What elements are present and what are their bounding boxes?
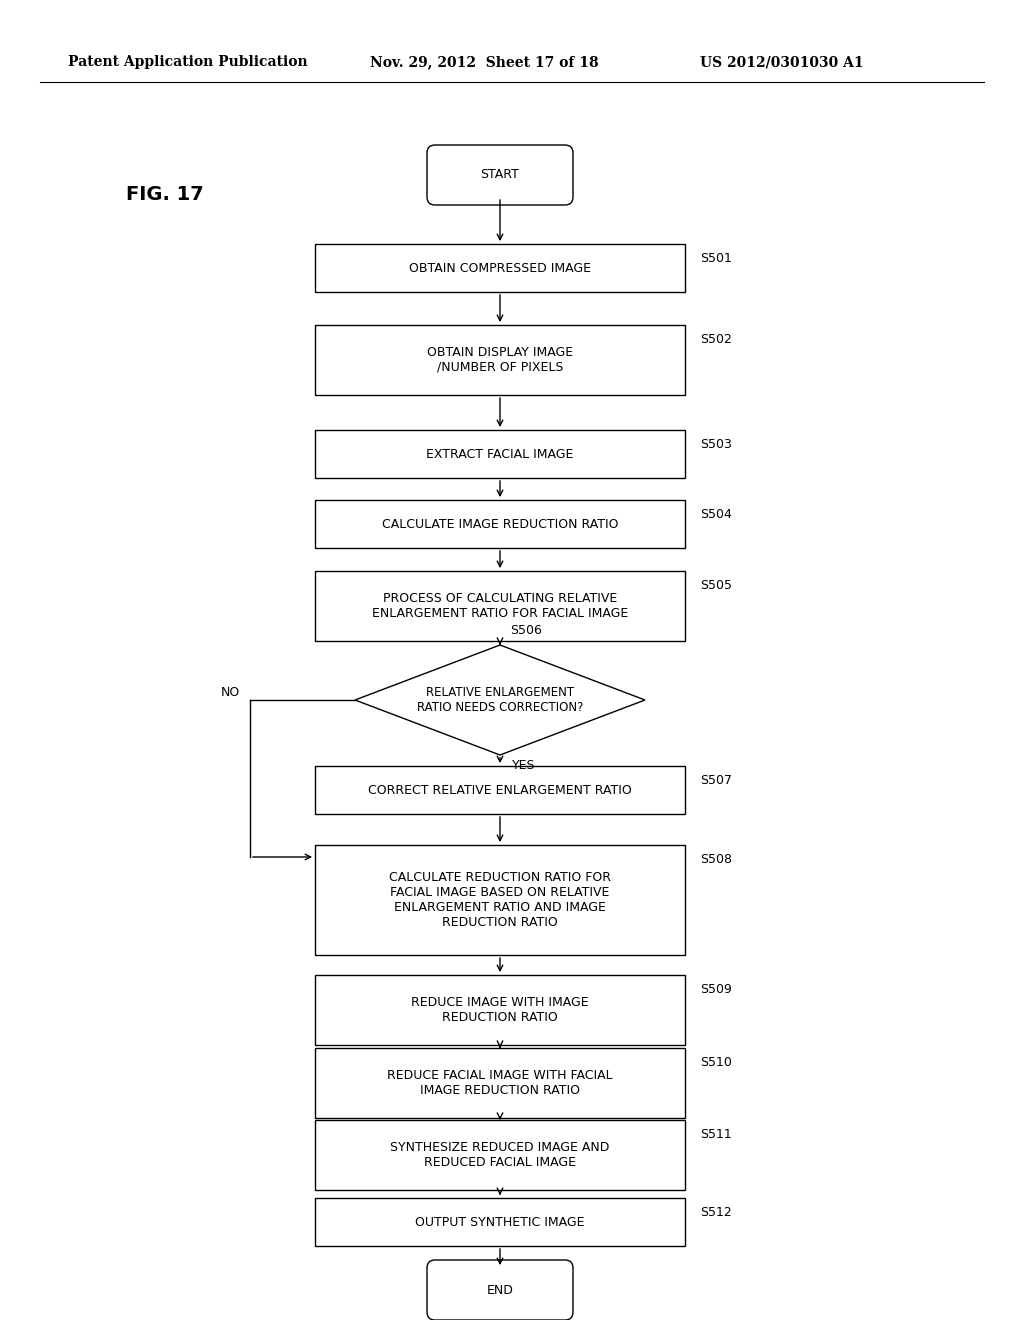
Text: REDUCE FACIAL IMAGE WITH FACIAL
IMAGE REDUCTION RATIO: REDUCE FACIAL IMAGE WITH FACIAL IMAGE RE…: [387, 1069, 612, 1097]
Text: START: START: [480, 169, 519, 181]
Text: S504: S504: [700, 508, 732, 521]
Text: S506: S506: [510, 624, 542, 638]
Bar: [315, 975, 685, 1045]
Text: S509: S509: [700, 983, 732, 997]
Text: OBTAIN COMPRESSED IMAGE: OBTAIN COMPRESSED IMAGE: [409, 261, 591, 275]
Text: RELATIVE ENLARGEMENT
RATIO NEEDS CORRECTION?: RELATIVE ENLARGEMENT RATIO NEEDS CORRECT…: [417, 686, 584, 714]
Text: CALCULATE IMAGE REDUCTION RATIO: CALCULATE IMAGE REDUCTION RATIO: [382, 517, 618, 531]
Text: REDUCE IMAGE WITH IMAGE
REDUCTION RATIO: REDUCE IMAGE WITH IMAGE REDUCTION RATIO: [412, 997, 589, 1024]
Text: OUTPUT SYNTHETIC IMAGE: OUTPUT SYNTHETIC IMAGE: [416, 1216, 585, 1229]
Text: S512: S512: [700, 1206, 732, 1218]
Bar: [315, 1048, 685, 1118]
Bar: [315, 1119, 685, 1191]
Text: US 2012/0301030 A1: US 2012/0301030 A1: [700, 55, 863, 69]
Text: EXTRACT FACIAL IMAGE: EXTRACT FACIAL IMAGE: [426, 447, 573, 461]
Text: S510: S510: [700, 1056, 732, 1069]
Text: S511: S511: [700, 1129, 732, 1140]
Bar: [315, 244, 685, 292]
Text: S502: S502: [700, 333, 732, 346]
Text: CORRECT RELATIVE ENLARGEMENT RATIO: CORRECT RELATIVE ENLARGEMENT RATIO: [368, 784, 632, 796]
Bar: [315, 572, 685, 642]
FancyBboxPatch shape: [427, 145, 573, 205]
Text: Patent Application Publication: Patent Application Publication: [68, 55, 307, 69]
Text: SYNTHESIZE REDUCED IMAGE AND
REDUCED FACIAL IMAGE: SYNTHESIZE REDUCED IMAGE AND REDUCED FAC…: [390, 1140, 609, 1170]
Bar: [315, 500, 685, 548]
FancyBboxPatch shape: [427, 1261, 573, 1320]
Bar: [315, 430, 685, 478]
Text: OBTAIN DISPLAY IMAGE
/NUMBER OF PIXELS: OBTAIN DISPLAY IMAGE /NUMBER OF PIXELS: [427, 346, 573, 374]
Text: S501: S501: [700, 252, 732, 265]
Text: S508: S508: [700, 853, 732, 866]
Text: YES: YES: [512, 759, 536, 772]
Text: S507: S507: [700, 774, 732, 787]
Bar: [315, 766, 685, 814]
Text: S503: S503: [700, 438, 732, 451]
Text: END: END: [486, 1283, 513, 1296]
Text: PROCESS OF CALCULATING RELATIVE
ENLARGEMENT RATIO FOR FACIAL IMAGE: PROCESS OF CALCULATING RELATIVE ENLARGEM…: [372, 591, 628, 620]
Bar: [315, 1199, 685, 1246]
Text: CALCULATE REDUCTION RATIO FOR
FACIAL IMAGE BASED ON RELATIVE
ENLARGEMENT RATIO A: CALCULATE REDUCTION RATIO FOR FACIAL IMA…: [389, 871, 611, 929]
Bar: [315, 845, 685, 954]
Bar: [315, 325, 685, 395]
Text: Nov. 29, 2012  Sheet 17 of 18: Nov. 29, 2012 Sheet 17 of 18: [370, 55, 599, 69]
Polygon shape: [355, 645, 645, 755]
Text: NO: NO: [221, 685, 240, 698]
Text: FIG. 17: FIG. 17: [126, 186, 204, 205]
Text: S505: S505: [700, 579, 732, 591]
